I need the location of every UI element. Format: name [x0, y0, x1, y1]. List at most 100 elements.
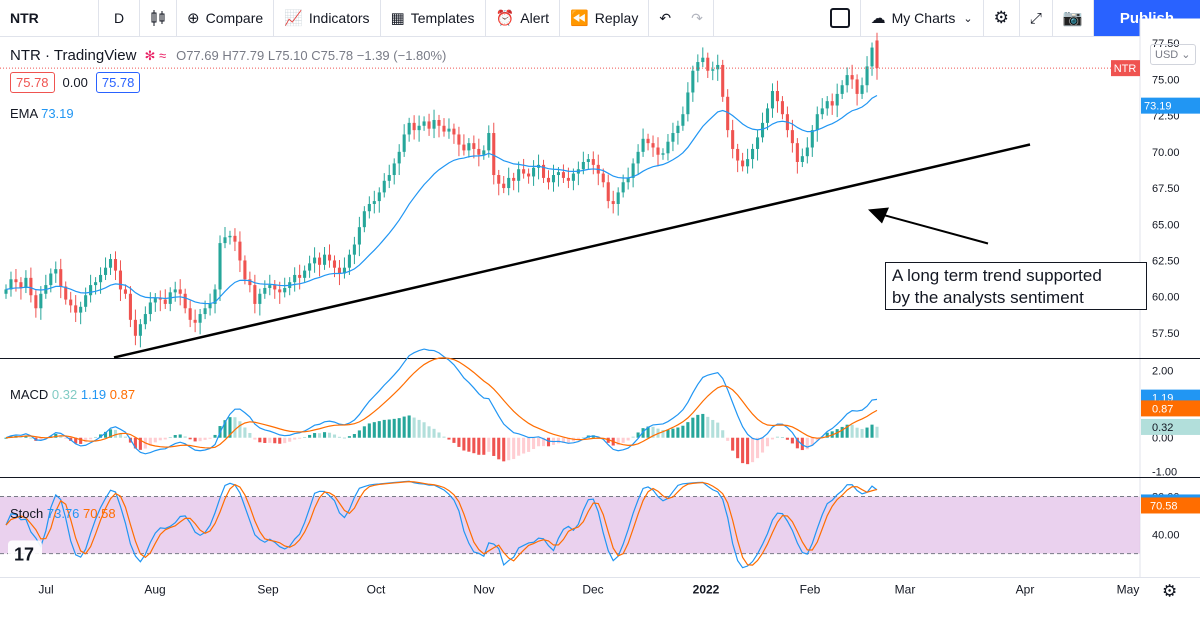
time-tick-label: Apr — [1016, 583, 1035, 597]
fullscreen-toggle-button[interactable] — [820, 0, 861, 36]
snapshot-button[interactable]: 📷 — [1053, 0, 1094, 36]
compare-label: Compare — [205, 10, 264, 26]
macd-histogram-bar — [273, 437, 277, 444]
indicators-button[interactable]: 📈 Indicators — [274, 0, 381, 36]
candle-body — [362, 211, 366, 228]
candle-body — [855, 79, 859, 94]
macd-histogram-bar — [855, 427, 859, 438]
macd-histogram-bar — [268, 437, 272, 443]
macd-histogram-bar — [327, 432, 332, 438]
settings-button[interactable]: ⚙ — [984, 0, 1020, 36]
stoch-k-line — [5, 480, 878, 569]
candle-body — [477, 148, 481, 155]
macd-histogram-bar — [283, 437, 287, 444]
legend-title: NTR · TradingView — [10, 47, 137, 64]
macd-histogram-bar — [736, 437, 740, 459]
macd-histogram-bar — [631, 436, 635, 438]
macd-histogram-bar — [870, 424, 874, 438]
macd-histogram-bar — [825, 432, 829, 438]
macd-histogram-bar — [706, 416, 710, 438]
templates-button[interactable]: ▦ Templates — [381, 0, 486, 36]
macd-histogram-bar — [576, 437, 580, 440]
macd-histogram-bar — [193, 437, 197, 442]
macd-value-tag-label: 0.32 — [1152, 422, 1173, 434]
compare-button[interactable]: ⊕ Compare — [177, 0, 275, 36]
axis-settings-gear-icon[interactable]: ⚙ — [1162, 582, 1177, 601]
grid-icon: ▦ — [390, 10, 405, 27]
symbol-search-button[interactable]: NTR — [0, 0, 99, 36]
my-charts-label: My Charts — [891, 10, 956, 26]
candle-body — [233, 235, 237, 242]
chart-style-button[interactable] — [140, 0, 177, 36]
redo-button[interactable]: ↷ — [681, 0, 714, 36]
macd-histogram-bar — [760, 437, 765, 453]
macd-line-value: 1.19 — [80, 387, 107, 402]
currency-selector[interactable]: USD ⌄ — [1150, 44, 1196, 65]
macd-histogram-bar — [756, 437, 760, 459]
ema-label: EMA — [10, 106, 38, 121]
macd-histogram-bar — [507, 437, 511, 461]
macd-histogram-bar — [502, 437, 506, 462]
my-charts-button[interactable]: ☁ My Charts ⌄ — [861, 0, 984, 36]
time-tick-label: 2022 — [693, 583, 720, 597]
macd-histogram-bar — [39, 437, 43, 441]
undo-button[interactable]: ↶ — [649, 0, 681, 36]
candle-body — [795, 143, 799, 162]
replay-button[interactable]: ⏪ Replay — [560, 0, 650, 36]
macd-histogram-bar — [541, 437, 546, 447]
candle-body — [686, 92, 690, 115]
candle-body — [303, 270, 307, 278]
macd-histogram-bar — [412, 417, 416, 438]
ask-price-box[interactable]: 75.78 — [95, 72, 141, 93]
macd-signal-line — [5, 357, 878, 449]
macd-value-tag-label: 0.87 — [1152, 403, 1173, 415]
macd-histogram-bar — [318, 433, 322, 438]
macd-histogram-bar — [367, 423, 371, 438]
macd-histogram-group — [4, 413, 879, 465]
candle-body — [452, 128, 456, 135]
interval-button[interactable]: D — [99, 0, 140, 36]
legend-badges-icon: ✻ ≈ — [144, 47, 167, 63]
candle-body — [54, 269, 58, 274]
ohlc-values: O77.69 H77.79 L75.10 C75.78 −1.39 (−1.80… — [176, 48, 447, 63]
macd-histogram-bar — [810, 437, 814, 446]
macd-histogram-bar — [417, 419, 421, 438]
time-tick-label: Sep — [257, 583, 279, 597]
arrow-head-drawing — [868, 207, 889, 224]
macd-histogram-bar — [407, 415, 411, 438]
candles-icon — [151, 10, 165, 26]
macd-histogram-bar — [437, 432, 441, 438]
macd-histogram-bar — [512, 437, 516, 460]
macd-histogram-bar — [233, 417, 237, 438]
candle-body — [512, 177, 516, 181]
candle-body — [332, 260, 337, 268]
candle-body — [736, 148, 740, 161]
macd-histogram-bar — [298, 437, 302, 439]
candle-body — [382, 180, 386, 193]
alert-button[interactable]: ⏰ Alert — [486, 0, 561, 36]
macd-histogram-bar — [248, 432, 252, 438]
expand-button[interactable]: ⤢ — [1020, 0, 1053, 36]
macd-histogram-bar — [477, 437, 481, 455]
candle-body — [178, 289, 182, 294]
bid-price-box[interactable]: 75.78 — [10, 72, 55, 93]
candle-body — [497, 175, 501, 184]
macd-histogram-bar — [527, 437, 531, 452]
arrow-drawing — [877, 212, 989, 245]
time-tick-label: Aug — [144, 583, 165, 597]
candle-body — [29, 277, 33, 296]
macd-histogram-bar — [103, 431, 108, 438]
macd-histogram-bar — [522, 437, 526, 454]
candle-body — [616, 192, 620, 204]
expand-icon: ⤢ — [1029, 9, 1042, 27]
macd-line — [5, 348, 878, 455]
ema-legend: EMA 73.19 — [10, 106, 74, 121]
macd-histogram-bar — [183, 436, 187, 438]
macd-histogram-bar — [4, 437, 8, 439]
macd-histogram-bar — [442, 436, 446, 438]
annotation-callout[interactable]: A long term trend supported by the analy… — [885, 262, 1147, 310]
candle-body — [711, 69, 715, 71]
macd-histogram-bar — [850, 424, 854, 438]
candle-body — [810, 130, 814, 148]
